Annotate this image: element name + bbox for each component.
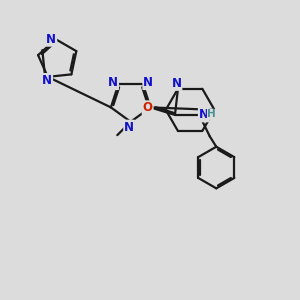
Text: N: N: [108, 76, 118, 89]
Text: H: H: [207, 109, 216, 119]
Text: N: N: [172, 77, 182, 90]
Text: N: N: [46, 33, 56, 46]
Text: N: N: [42, 74, 52, 87]
Text: O: O: [142, 101, 153, 114]
Text: N: N: [124, 121, 134, 134]
Text: N: N: [199, 108, 209, 122]
Text: N: N: [143, 76, 153, 89]
